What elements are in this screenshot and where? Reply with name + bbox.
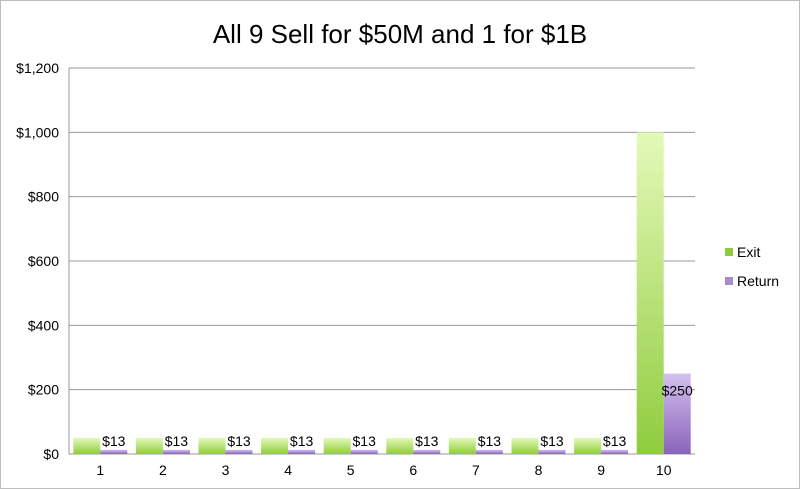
x-tick-label: 9 <box>597 462 605 478</box>
legend-swatch-return <box>725 277 733 285</box>
data-label: $13 <box>102 433 126 449</box>
bar-return <box>663 373 691 454</box>
x-tick-label: 5 <box>347 462 355 478</box>
data-label: $13 <box>353 433 377 449</box>
bar-return <box>100 449 128 454</box>
x-axis-ticks: 1 2 3 4 5 6 7 8 9 10 <box>96 462 671 478</box>
bar-return <box>225 449 253 454</box>
bar-return <box>601 449 629 454</box>
bar-return <box>413 449 441 454</box>
x-tick-label: 7 <box>472 462 480 478</box>
data-label: $13 <box>165 433 189 449</box>
data-label: $250 <box>662 383 693 399</box>
y-tick-label: $800 <box>28 189 59 205</box>
y-tick-label: $400 <box>28 317 59 333</box>
data-label: $13 <box>478 433 502 449</box>
gridlines <box>68 67 695 455</box>
data-label: $13 <box>290 433 314 449</box>
bar-return <box>162 449 190 454</box>
x-tick-label: 1 <box>96 462 104 478</box>
bar-exit <box>261 437 289 454</box>
y-tick-label: $600 <box>28 253 59 269</box>
bar-return <box>538 449 566 454</box>
y-tick-label: $1,000 <box>16 124 59 140</box>
data-label: $13 <box>415 433 439 449</box>
bar-exit <box>448 437 476 454</box>
data-label: $13 <box>540 433 564 449</box>
bar-return <box>475 449 503 454</box>
x-tick-label: 10 <box>656 462 672 478</box>
bar-exit <box>73 437 101 454</box>
y-axis-ticks: $0 $200 $400 $600 $800 $1,000 $1,200 <box>16 60 59 462</box>
bars <box>73 132 691 455</box>
bar-exit <box>198 437 226 454</box>
data-labels: $13 $13 $13 $13 $13 $13 $13 $13 $13 $250 <box>102 383 693 449</box>
y-tick-label: $1,200 <box>16 60 59 76</box>
bar-exit <box>636 132 664 455</box>
data-label: $13 <box>603 433 627 449</box>
y-tick-label: $200 <box>28 382 59 398</box>
legend-label-return: Return <box>737 273 779 289</box>
bar-return <box>350 449 378 454</box>
bar-exit <box>511 437 539 454</box>
bar-exit <box>386 437 414 454</box>
data-label: $13 <box>227 433 251 449</box>
chart-title: All 9 Sell for $50M and 1 for $1B <box>213 19 587 49</box>
x-tick-label: 8 <box>535 462 543 478</box>
x-tick-label: 3 <box>222 462 230 478</box>
x-tick-label: 6 <box>409 462 417 478</box>
legend: Exit Return <box>725 244 779 289</box>
legend-swatch-exit <box>725 248 733 256</box>
bar-exit <box>135 437 163 454</box>
legend-label-exit: Exit <box>737 244 760 260</box>
x-tick-label: 2 <box>159 462 167 478</box>
bar-return <box>288 449 316 454</box>
y-tick-label: $0 <box>43 446 59 462</box>
x-tick-label: 4 <box>284 462 292 478</box>
bar-exit <box>574 437 602 454</box>
bar-exit <box>323 437 351 454</box>
